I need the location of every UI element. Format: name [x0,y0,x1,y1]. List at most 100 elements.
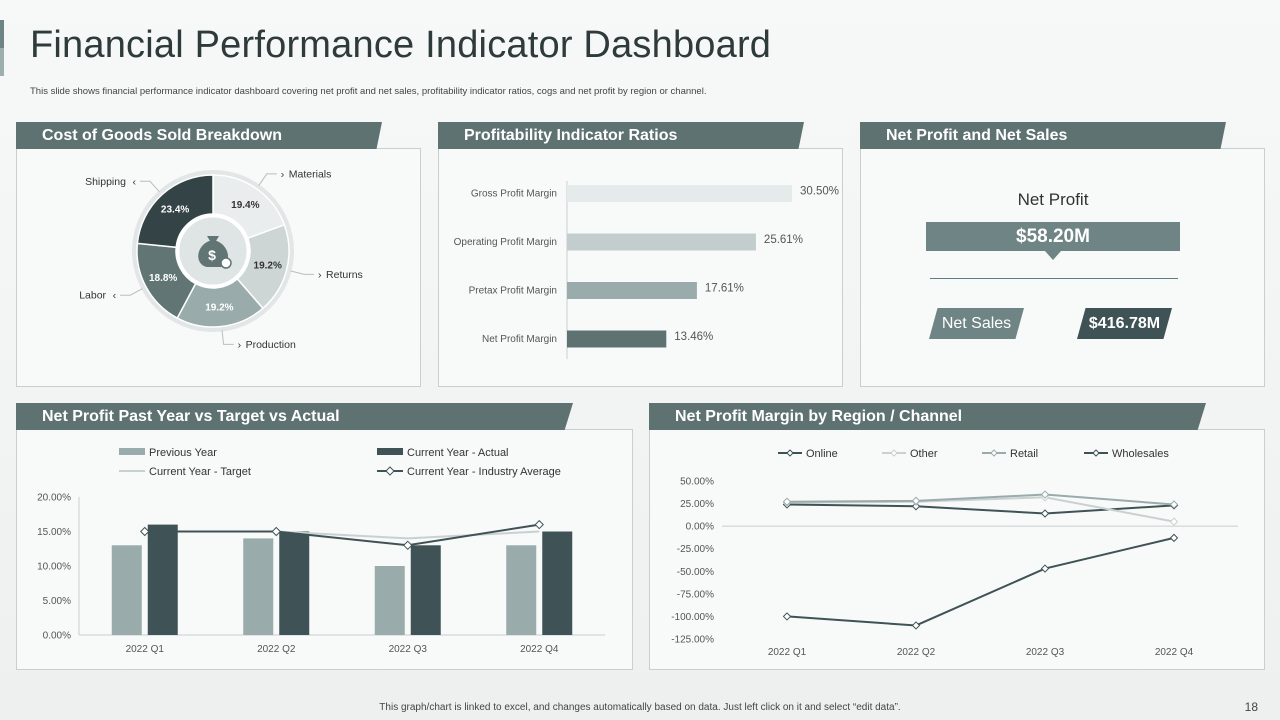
donut-category-label: Production [246,339,296,351]
y-tick-label: 10.00% [37,562,71,573]
donut-leader-line [120,288,143,296]
ratio-bar [567,233,756,251]
netprofit-panel [860,148,1265,387]
y-tick-label: 20.00% [37,493,71,504]
x-tick-label: 2022 Q4 [520,644,559,655]
net-profit-pointer [1045,251,1061,260]
donut-leader-line [290,270,315,275]
series-bar [542,531,573,635]
series-marker [271,526,281,537]
ratios-bar-chart[interactable]: Gross Profit Margin 30.50% Operating Profi… [439,149,841,385]
legend-swatch [119,448,145,455]
ratio-category-label: Gross Profit Margin [471,189,557,200]
y-tick-label: -100.00% [671,612,714,623]
net-profit-label: Net Profit [1017,190,1089,209]
x-tick-label: 2022 Q2 [897,647,936,658]
ratios-panel-title: Profitability Indicator Ratios [438,122,804,149]
series-line [144,523,540,547]
legend-marker [385,466,395,476]
legend-label: Current Year - Target [149,466,251,478]
svg-text:$: $ [208,247,216,263]
donut-leader-line [139,180,160,192]
series-bar [279,531,310,635]
donut-leader-line [221,330,234,345]
donut-category-label: › [318,269,322,281]
page-subtitle: This slide shows financial performance i… [30,86,707,97]
region-panel-title: Net Profit Margin by Region / Channel [649,403,1206,430]
money-bag-icon: $ [198,236,232,269]
x-tick-label: 2022 Q4 [1155,647,1194,658]
series-marker [911,502,921,511]
y-tick-label: -50.00% [677,567,714,578]
net-sales-label: Net Sales [929,308,1024,339]
legend-marker [990,449,998,457]
x-tick-label: 2022 Q3 [1026,647,1065,658]
donut-slice-label: 19.2% [254,261,282,272]
page-number: 18 [1244,700,1258,714]
y-tick-label: -75.00% [677,589,714,600]
series-bar [506,545,537,635]
pastyear-combo-chart[interactable]: 0.00% 5.00% 10.00% 15.00% 20.00% 2022 Q1 2022 … [17,430,631,668]
series-marker [1169,517,1179,526]
page-title: Financial Performance Indicator Dashboar… [30,24,772,66]
region-line-chart[interactable]: 50.00% 25.00% 0.00% -25.00% -50.00% -75.00% -1… [650,430,1263,668]
ratio-value-label: 13.46% [674,331,713,343]
donut-category-label: Returns [326,269,363,281]
donut-category-label: Labor [79,290,106,302]
footer-note: This graph/chart is linked to excel, and… [379,702,901,713]
donut-category-label: ‹ [132,176,136,188]
ratio-value-label: 17.61% [705,283,744,295]
legend-label: Wholesales [1112,448,1169,460]
cogs-panel-title: Cost of Goods Sold Breakdown [16,122,382,149]
x-tick-label: 2022 Q2 [257,644,296,655]
net-profit-divider [930,278,1178,279]
legend-marker [1092,449,1100,457]
y-tick-label: 50.00% [680,477,714,488]
pastyear-panel-title: Net Profit Past Year vs Target vs Actual [16,403,573,430]
donut-category-label: › [238,339,242,351]
ratio-category-label: Pretax Profit Margin [469,286,557,297]
series-bar [147,524,178,635]
series-marker [782,612,792,621]
series-marker [534,519,544,530]
series-marker [1040,509,1050,518]
region-panel [649,429,1265,670]
legend-label: Retail [1010,448,1038,460]
series-marker [1040,490,1050,499]
ratio-bar [567,282,697,299]
legend-marker [890,449,898,457]
legend-marker [786,449,794,457]
legend-swatch [377,448,403,455]
series-line [786,536,1175,627]
donut-category-label: ‹ [113,290,117,302]
ratio-value-label: 30.50% [800,186,839,198]
y-tick-label: 0.00% [43,631,71,642]
series-line [144,530,540,540]
ratio-bar [567,330,667,348]
net-sales-value: $416.78M [1077,308,1172,339]
series-bar [243,538,274,635]
donut-category-label: › [281,168,285,180]
series-marker [911,621,921,630]
legend-label: Current Year - Actual [407,447,509,459]
series-marker [911,496,921,506]
ratio-bar [567,185,792,202]
y-tick-label: 25.00% [680,499,714,510]
cogs-donut-chart[interactable]: 19.4% › Materials 19.2% › Returns 19.2% › Produc… [17,149,419,385]
donut-category-label: Materials [289,168,332,180]
x-tick-label: 2022 Q1 [768,647,807,658]
legend-label: Current Year - Industry Average [407,466,561,478]
series-marker [1040,564,1050,573]
ratio-category-label: Operating Profit Margin [454,237,557,248]
donut-category-label: Shipping [85,176,126,188]
legend-label: Online [806,448,838,460]
series-bar [410,545,441,635]
donut-slice-label: 19.4% [231,200,259,211]
donut-slice-label: 19.2% [205,303,233,314]
series-marker [1169,500,1179,509]
title-accent-bar-light [0,48,4,76]
series-marker [140,526,150,537]
legend-label: Other [910,448,938,460]
ratio-value-label: 25.61% [764,234,803,246]
ratio-category-label: Net Profit Margin [482,334,557,345]
